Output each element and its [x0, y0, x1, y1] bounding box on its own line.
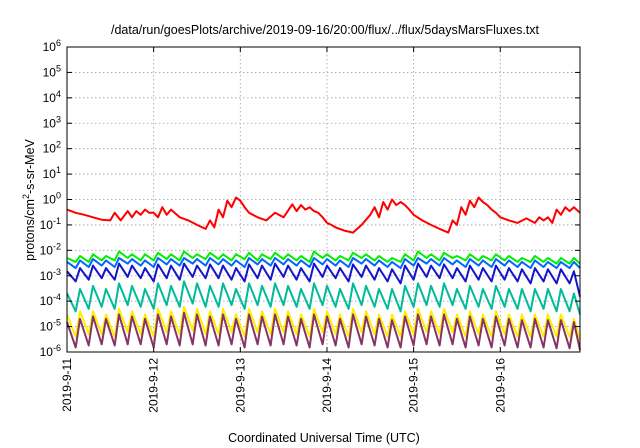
y-tick-label-exp: -2 [53, 241, 61, 251]
y-tick-label-base: 10 [43, 193, 57, 207]
x-axis-label: Coordinated Universal Time (UTC) [228, 431, 420, 445]
series-line-5 [66, 305, 581, 341]
x-tick-label: 2019-9-14 [320, 358, 334, 413]
y-tick-label: 101 [43, 165, 61, 181]
y-tick-label-exp: 1 [56, 165, 61, 175]
y-axis-label-exp: 2 [21, 194, 31, 199]
series-layer [66, 196, 581, 351]
y-tick-label-exp: 0 [56, 191, 61, 201]
x-tick-label: 2019-9-13 [233, 358, 247, 413]
y-tick-label-exp: -5 [53, 318, 61, 328]
series-line-0 [66, 196, 581, 234]
y-tick-label-base: 10 [40, 243, 54, 257]
y-tick-label-exp: 6 [56, 38, 61, 48]
y-tick-label-exp: -3 [53, 267, 61, 277]
y-tick-label-exp: -1 [53, 216, 61, 226]
y-tick-label: 103 [43, 114, 61, 130]
y-tick-label-exp: 4 [56, 89, 61, 99]
series-line-4 [66, 280, 581, 315]
x-tick-label: 2019-9-11 [60, 358, 74, 412]
y-tick-label-base: 10 [43, 65, 57, 79]
y-tick-label-base: 10 [40, 320, 54, 334]
x-tick-labels: 2019-9-11 2019-9-12 2019-9-13 2019-9-14 2019… [60, 358, 507, 413]
grid-lines [67, 47, 580, 352]
y-tick-label-base: 10 [40, 218, 54, 232]
y-tick-label-base: 10 [43, 142, 57, 156]
y-tick-label: 104 [43, 89, 61, 105]
y-tick-label: 10-3 [40, 267, 61, 283]
y-tick-label: 102 [43, 140, 61, 156]
chart-title: /data/run/goesPlots/archive/2019-09-16/2… [111, 23, 540, 37]
y-tick-label-base: 10 [40, 269, 54, 283]
y-axis-label-unit: protons/cm [23, 199, 37, 261]
axis-ticks [66, 46, 580, 353]
series-line-3 [66, 262, 581, 297]
x-tick-label: 2019-9-16 [493, 358, 507, 413]
y-tick-label: 100 [43, 191, 61, 207]
y-tick-label: 106 [43, 38, 61, 54]
y-axis-label-rest: -s-sr-MeV [23, 138, 37, 194]
y-tick-label: 10-4 [40, 292, 61, 308]
y-tick-label: 10-1 [40, 216, 61, 232]
x-tick-label: 2019-9-12 [147, 358, 161, 413]
y-tick-label-base: 10 [43, 91, 57, 105]
y-tick-label-base: 10 [40, 294, 54, 308]
y-tick-label-base: 10 [43, 116, 57, 130]
series-line-1 [66, 250, 581, 265]
y-tick-label-exp: 3 [56, 114, 61, 124]
x-tick-label: 2019-9-15 [407, 358, 421, 413]
series-line-2 [66, 257, 581, 270]
y-tick-label-exp: 5 [56, 63, 61, 73]
y-tick-labels: 10-610-510-410-310-210-11001011021031041… [40, 38, 61, 359]
y-tick-label: 10-2 [40, 241, 61, 257]
y-tick-label: 10-5 [40, 318, 61, 334]
y-tick-label: 10-6 [40, 343, 61, 359]
y-tick-label-exp: -6 [53, 343, 61, 353]
y-tick-label-exp: 2 [56, 140, 61, 150]
series-line-6 [66, 311, 581, 351]
y-axis-label: protons/cm2-s-sr-MeV [21, 138, 37, 260]
y-tick-label-base: 10 [40, 345, 54, 359]
y-tick-label: 105 [43, 63, 61, 79]
y-tick-label-base: 10 [43, 167, 57, 181]
y-tick-label-base: 10 [43, 40, 57, 54]
y-tick-label-exp: -4 [53, 292, 61, 302]
